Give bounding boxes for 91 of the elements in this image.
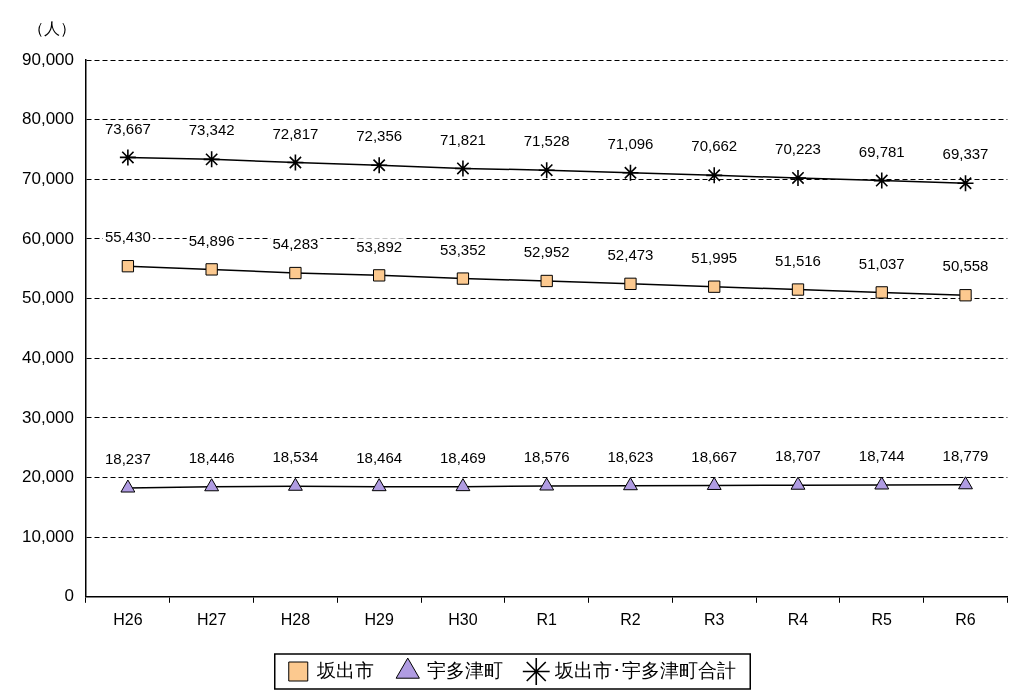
data-label: 55,430 (104, 228, 151, 246)
data-label: 18,744 (858, 447, 905, 465)
y-tick-label: 50,000 (22, 288, 74, 308)
point (121, 260, 135, 273)
data-label: 18,623 (607, 447, 654, 465)
y-tick-label: 60,000 (22, 228, 74, 248)
point (119, 148, 137, 167)
legend-label: 坂出市･宇多津町合計 (554, 659, 737, 681)
point (872, 171, 891, 190)
y-tick-label: 0 (64, 586, 74, 606)
data-label: 52,952 (523, 243, 570, 261)
data-label: 69,781 (858, 142, 905, 160)
x-tick-label: H30 (448, 610, 478, 628)
data-label: 18,667 (691, 447, 738, 465)
point (959, 289, 972, 302)
point (289, 266, 302, 280)
data-label: 71,528 (523, 132, 570, 150)
point (956, 174, 975, 193)
y-tick-label: 70,000 (22, 168, 74, 188)
legend-label: 坂出市 (316, 659, 375, 681)
point (205, 263, 218, 276)
data-label: 18,576 (523, 448, 570, 466)
point (537, 161, 556, 179)
point (286, 153, 305, 172)
point (287, 477, 303, 491)
data-label: 18,779 (942, 446, 989, 464)
data-label: 54,283 (272, 235, 319, 253)
y-tick-label: 20,000 (22, 467, 74, 487)
point (202, 150, 221, 169)
y-tick-label: 30,000 (22, 407, 74, 427)
data-label: 52,473 (607, 245, 654, 263)
x-tick-label: H26 (113, 610, 143, 628)
data-label: 18,707 (775, 447, 821, 465)
point (621, 163, 640, 182)
point (791, 283, 805, 296)
point (874, 476, 890, 490)
data-label: 18,469 (439, 448, 486, 466)
data-label: 73,342 (188, 121, 235, 139)
data-label: 50,558 (942, 257, 989, 275)
y-tick-label: 90,000 (22, 49, 74, 69)
point (455, 478, 471, 492)
point (204, 478, 220, 492)
data-label: 69,337 (942, 145, 989, 163)
point (539, 477, 555, 491)
point (454, 159, 472, 178)
legend-label: 宇多津町 (426, 659, 503, 681)
data-label: 54,896 (188, 231, 235, 249)
data-label: 70,662 (691, 137, 738, 155)
data-label: 53,892 (356, 237, 403, 255)
y-tick-label: 40,000 (22, 347, 74, 367)
data-label: 53,352 (439, 240, 486, 258)
x-tick-label: R2 (620, 610, 641, 628)
y-axis-title: （人） (28, 20, 76, 38)
x-tick-label: R1 (536, 610, 558, 628)
point (120, 479, 136, 493)
point (958, 476, 973, 490)
x-tick-label: R5 (871, 610, 893, 628)
x-tick-label: R3 (704, 610, 725, 628)
data-label: 70,223 (775, 140, 821, 158)
point (370, 156, 388, 175)
point (706, 476, 722, 490)
data-label: 51,037 (858, 254, 905, 272)
point (624, 277, 637, 290)
x-tick-label: R6 (955, 610, 976, 628)
data-label: 73,667 (104, 119, 151, 137)
point (540, 274, 553, 288)
x-tick-label: H28 (280, 610, 311, 628)
point (708, 280, 721, 293)
data-label: 72,356 (356, 127, 403, 145)
y-tick-label: 10,000 (22, 526, 74, 546)
data-label: 18,446 (188, 448, 235, 466)
point (623, 477, 638, 491)
point (790, 476, 806, 490)
x-tick-label: R4 (787, 610, 809, 628)
point (705, 166, 724, 185)
point (875, 286, 888, 299)
point (456, 272, 470, 285)
x-tick-label: H29 (364, 610, 394, 628)
data-label: 18,237 (104, 450, 151, 468)
data-label: 18,464 (356, 448, 403, 466)
data-label: 51,516 (775, 251, 821, 269)
data-label: 51,995 (691, 248, 738, 266)
data-label: 71,096 (607, 134, 654, 152)
y-tick-label: 80,000 (22, 109, 74, 129)
data-label: 72,817 (272, 124, 319, 142)
point (789, 169, 807, 187)
x-tick-label: H27 (196, 610, 227, 628)
point (373, 269, 386, 282)
data-label: 18,534 (272, 448, 319, 466)
data-label: 71,821 (439, 130, 486, 148)
point (371, 478, 387, 492)
